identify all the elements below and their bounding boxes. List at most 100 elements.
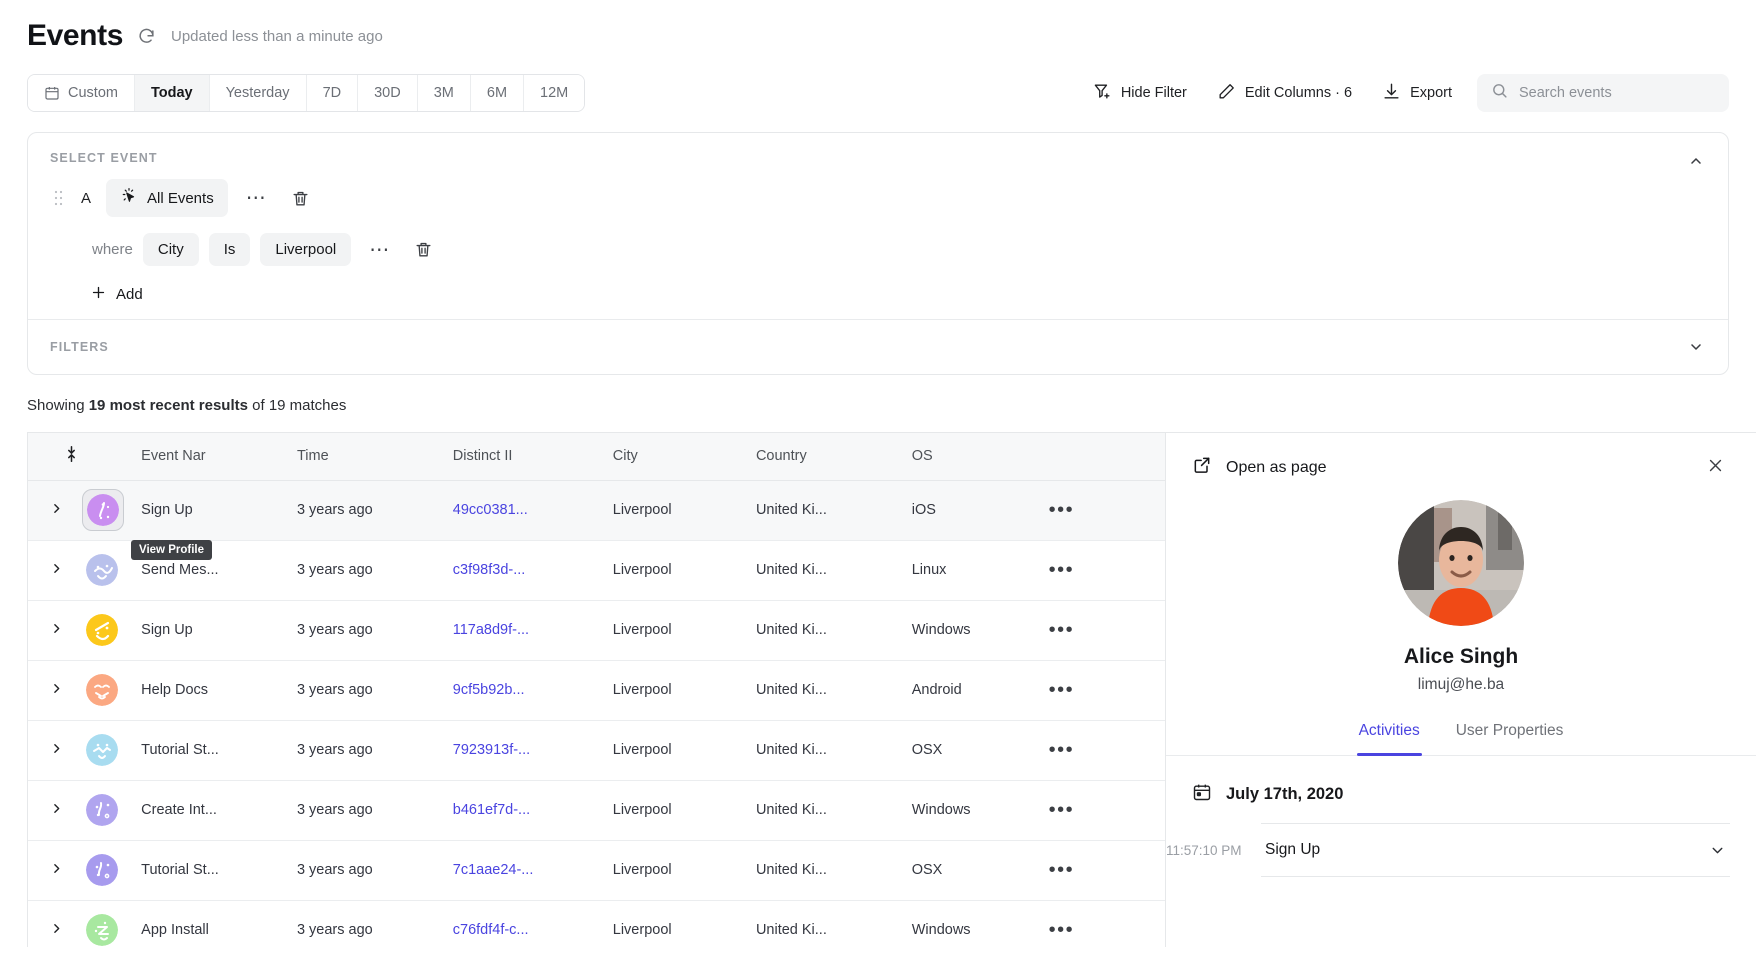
- column-header-os[interactable]: OS: [901, 433, 1039, 481]
- table-row[interactable]: Sign Up 3 years ago 49cc0381... Liverpool Un…: [28, 480, 1165, 541]
- row-avatar[interactable]: [82, 550, 122, 590]
- range-3m[interactable]: 3M: [417, 75, 471, 111]
- row-more-button[interactable]: •••: [1048, 559, 1075, 581]
- distinct-id-link[interactable]: b461ef7d-...: [452, 802, 531, 818]
- row-avatar[interactable]: [82, 489, 125, 531]
- distinct-id-link[interactable]: 7c1aae24-...: [452, 862, 534, 878]
- event-step-delete-button[interactable]: [285, 185, 316, 212]
- row-avatar-cell[interactable]: [72, 660, 132, 721]
- row-expand-chevron-right-icon[interactable]: [38, 682, 63, 695]
- row-avatar-cell[interactable]: [72, 720, 132, 781]
- distinct-id-link[interactable]: 117a8d9f-...: [452, 622, 530, 638]
- cell-distinct-id[interactable]: 7c1aae24-...: [442, 840, 603, 901]
- row-avatar-cell[interactable]: [72, 480, 132, 541]
- range-6m[interactable]: 6M: [470, 75, 525, 111]
- condition-delete-button[interactable]: [408, 236, 439, 263]
- row-more-button[interactable]: •••: [1048, 919, 1075, 941]
- row-expand-chevron-right-icon[interactable]: [38, 622, 63, 635]
- row-expand-cell[interactable]: [28, 840, 73, 901]
- row-expand-cell[interactable]: [28, 540, 73, 601]
- table-row[interactable]: Tutorial St... 3 years ago 7c1aae24-... Liv…: [28, 840, 1165, 901]
- table-row[interactable]: Help Docs 3 years ago 9cf5b92b... Liverpool…: [28, 660, 1165, 721]
- drag-handle-icon[interactable]: [50, 189, 66, 207]
- export-button[interactable]: Export: [1369, 74, 1465, 113]
- tab-activities[interactable]: Activities: [1356, 718, 1422, 756]
- row-avatar-cell[interactable]: [72, 780, 132, 841]
- row-expand-chevron-right-icon[interactable]: [38, 562, 63, 575]
- row-more-button[interactable]: •••: [1048, 679, 1075, 701]
- row-expand-chevron-right-icon[interactable]: [38, 862, 63, 875]
- row-expand-cell[interactable]: [28, 660, 73, 721]
- row-expand-chevron-right-icon[interactable]: [38, 802, 63, 815]
- filters-section-header[interactable]: FILTERS: [28, 320, 1728, 374]
- column-header-city[interactable]: City: [602, 433, 746, 481]
- cell-distinct-id[interactable]: c3f98f3d-...: [442, 540, 603, 601]
- cell-actions[interactable]: •••: [1038, 720, 1165, 781]
- cell-actions[interactable]: •••: [1038, 900, 1165, 947]
- row-more-button[interactable]: •••: [1048, 859, 1075, 881]
- condition-operator-chip[interactable]: Is: [208, 233, 251, 266]
- row-expand-cell[interactable]: [28, 900, 73, 947]
- row-expand-cell[interactable]: [28, 600, 73, 661]
- cell-actions[interactable]: •••: [1038, 480, 1165, 541]
- row-avatar[interactable]: [82, 610, 122, 650]
- row-avatar-cell[interactable]: [72, 600, 132, 661]
- table-row[interactable]: Tutorial St... 3 years ago 7923913f-... Liv…: [28, 720, 1165, 781]
- row-more-button[interactable]: •••: [1048, 499, 1075, 521]
- row-avatar[interactable]: [82, 910, 122, 947]
- cell-actions[interactable]: •••: [1038, 660, 1165, 721]
- row-expand-cell[interactable]: [28, 720, 73, 781]
- row-avatar[interactable]: [82, 790, 122, 830]
- row-more-button[interactable]: •••: [1048, 799, 1075, 821]
- column-header-country[interactable]: Country: [745, 433, 902, 481]
- cell-actions[interactable]: •••: [1038, 540, 1165, 601]
- condition-property-chip[interactable]: City: [142, 233, 199, 266]
- search-input[interactable]: [1519, 85, 1715, 101]
- cell-distinct-id[interactable]: 7923913f-...: [442, 720, 603, 781]
- range-30d[interactable]: 30D: [358, 75, 418, 111]
- distinct-id-link[interactable]: c3f98f3d-...: [452, 562, 526, 578]
- filters-chevron-down-icon[interactable]: [1684, 335, 1708, 359]
- row-avatar[interactable]: [82, 730, 122, 770]
- edit-columns-button[interactable]: Edit Columns · 6: [1204, 74, 1365, 113]
- cell-distinct-id[interactable]: 49cc0381...: [442, 480, 603, 541]
- table-row[interactable]: Sign Up 3 years ago 117a8d9f-... Liverpool U…: [28, 600, 1165, 661]
- cell-actions[interactable]: •••: [1038, 840, 1165, 901]
- cell-actions[interactable]: •••: [1038, 600, 1165, 661]
- distinct-id-link[interactable]: 49cc0381...: [452, 502, 528, 518]
- column-header-distinct-id[interactable]: Distinct II: [442, 433, 603, 481]
- table-row[interactable]: Send Mes... 3 years ago c3f98f3d-... Liverp…: [28, 540, 1165, 601]
- distinct-id-link[interactable]: 7923913f-...: [452, 742, 531, 758]
- row-avatar-cell[interactable]: [72, 840, 132, 901]
- row-avatar[interactable]: [82, 670, 122, 710]
- row-expand-chevron-right-icon[interactable]: [38, 742, 63, 755]
- distinct-id-link[interactable]: c76fdf4f-c...: [452, 922, 529, 938]
- event-selector-chip[interactable]: All Events: [106, 179, 228, 217]
- hide-filter-button[interactable]: Hide Filter: [1080, 74, 1200, 113]
- cell-distinct-id[interactable]: 117a8d9f-...: [442, 600, 603, 661]
- table-row[interactable]: Create Int... 3 years ago b461ef7d-... Live…: [28, 780, 1165, 841]
- sort-toggle-header[interactable]: [28, 433, 132, 481]
- cell-distinct-id[interactable]: c76fdf4f-c...: [442, 900, 603, 947]
- add-condition-button[interactable]: Add: [28, 274, 143, 319]
- distinct-id-link[interactable]: 9cf5b92b...: [452, 682, 525, 698]
- select-event-collapse-chevron-up-icon[interactable]: [1684, 149, 1708, 173]
- row-avatar-cell[interactable]: [72, 540, 132, 601]
- cell-distinct-id[interactable]: b461ef7d-...: [442, 780, 603, 841]
- activity-expand-chevron-down-icon[interactable]: [1709, 842, 1730, 859]
- range-7d[interactable]: 7D: [306, 75, 359, 111]
- cell-distinct-id[interactable]: 9cf5b92b...: [442, 660, 603, 721]
- row-more-button[interactable]: •••: [1048, 619, 1075, 641]
- cell-actions[interactable]: •••: [1038, 780, 1165, 841]
- range-today[interactable]: Today: [134, 75, 210, 111]
- table-row[interactable]: App Install 3 years ago c76fdf4f-c... Liver…: [28, 900, 1165, 947]
- row-expand-cell[interactable]: [28, 480, 73, 541]
- close-panel-button[interactable]: [1701, 455, 1730, 480]
- open-as-page-button[interactable]: Open as page: [1192, 455, 1327, 480]
- row-expand-chevron-right-icon[interactable]: [38, 922, 63, 935]
- row-avatar[interactable]: [82, 850, 122, 890]
- row-expand-chevron-right-icon[interactable]: [38, 502, 63, 515]
- search-box[interactable]: [1477, 74, 1729, 112]
- refresh-icon[interactable]: [137, 26, 157, 46]
- activity-row[interactable]: 11:57:10 PM Sign Up: [1166, 823, 1730, 877]
